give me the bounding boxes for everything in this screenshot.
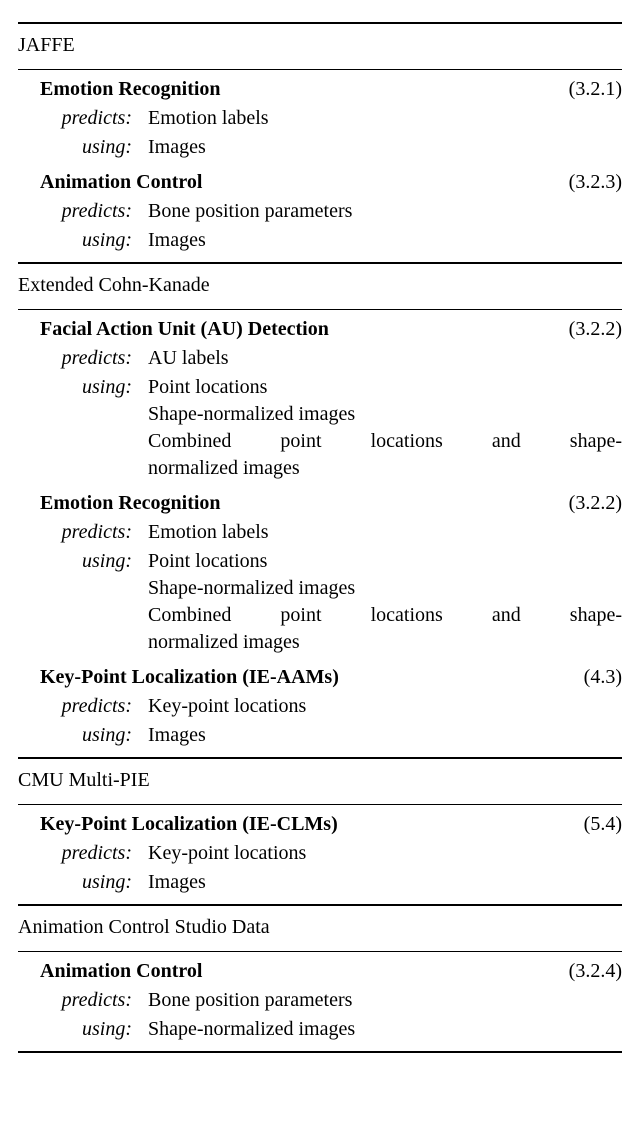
task-ref: (3.2.3) (569, 169, 622, 196)
task-header: Animation Control (3.2.3) (40, 169, 622, 196)
row-using: using: Shape-normalized images (40, 1016, 622, 1043)
label-using: using: (40, 548, 148, 575)
val-using: Images (148, 722, 622, 749)
task-ref: (4.3) (584, 664, 622, 691)
task-jaffe-anim: Animation Control (3.2.3) predicts: Bone… (18, 169, 622, 254)
label-predicts: predicts: (40, 987, 148, 1014)
rule-bottom (18, 1051, 622, 1053)
val-using-3a: Combined point locations and shape- (40, 602, 622, 629)
row-predicts: predicts: Key-point locations (40, 840, 622, 867)
rule (18, 262, 622, 264)
val-using-3b: normalized images (40, 629, 622, 656)
section-title-eck: Extended Cohn-Kanade (18, 270, 622, 303)
label-predicts: predicts: (40, 105, 148, 132)
val-using: Images (148, 227, 622, 254)
val-using-3b: normalized images (40, 455, 622, 482)
label-using: using: (40, 869, 148, 896)
row-predicts: predicts: AU labels (40, 345, 622, 372)
label-using: using: (40, 1016, 148, 1043)
task-name: Key-Point Localization (IE-CLMs) (40, 811, 338, 838)
label-predicts: predicts: (40, 519, 148, 546)
rule (18, 309, 622, 310)
val-using: Images (148, 134, 622, 161)
rule (18, 757, 622, 759)
section-title-jaffe: JAFFE (18, 30, 622, 63)
task-name: Animation Control (40, 958, 202, 985)
val-predicts: Emotion labels (148, 105, 622, 132)
val-predicts: Key-point locations (148, 693, 622, 720)
task-jaffe-emotion: Emotion Recognition (3.2.1) predicts: Em… (18, 76, 622, 161)
row-predicts: predicts: Bone position parameters (40, 987, 622, 1014)
label-predicts: predicts: (40, 840, 148, 867)
val-predicts: Bone position parameters (148, 198, 622, 225)
task-eck-emotion: Emotion Recognition (3.2.2) predicts: Em… (18, 490, 622, 656)
val-using: Shape-normalized images (148, 1016, 622, 1043)
task-header: Animation Control (3.2.4) (40, 958, 622, 985)
row-using: using: Point locations (40, 548, 622, 575)
label-predicts: predicts: (40, 693, 148, 720)
task-ref: (3.2.2) (569, 490, 622, 517)
val-using-3a: Combined point locations and shape- (40, 428, 622, 455)
task-name: Emotion Recognition (40, 76, 221, 103)
val-using: Point locations (148, 548, 622, 575)
label-predicts: predicts: (40, 198, 148, 225)
val-using-2: Shape-normalized images (40, 575, 622, 602)
rule (18, 904, 622, 906)
label-using: using: (40, 134, 148, 161)
label-predicts: predicts: (40, 345, 148, 372)
row-using: using: Images (40, 869, 622, 896)
task-ref: (3.2.2) (569, 316, 622, 343)
rule (18, 69, 622, 70)
row-using: using: Images (40, 134, 622, 161)
row-predicts: predicts: Emotion labels (40, 519, 622, 546)
task-mpie-kpt: Key-Point Localization (IE-CLMs) (5.4) p… (18, 811, 622, 896)
val-predicts: AU labels (148, 345, 622, 372)
task-ref: (5.4) (584, 811, 622, 838)
task-header: Key-Point Localization (IE-CLMs) (5.4) (40, 811, 622, 838)
task-eck-kpt: Key-Point Localization (IE-AAMs) (4.3) p… (18, 664, 622, 749)
task-acs-anim: Animation Control (3.2.4) predicts: Bone… (18, 958, 622, 1043)
val-using-2: Shape-normalized images (40, 401, 622, 428)
rule (18, 951, 622, 952)
task-ref: (3.2.4) (569, 958, 622, 985)
task-name: Key-Point Localization (IE-AAMs) (40, 664, 339, 691)
task-eck-au: Facial Action Unit (AU) Detection (3.2.2… (18, 316, 622, 482)
row-predicts: predicts: Emotion labels (40, 105, 622, 132)
row-using: using: Point locations (40, 374, 622, 401)
row-predicts: predicts: Key-point locations (40, 693, 622, 720)
task-header: Key-Point Localization (IE-AAMs) (4.3) (40, 664, 622, 691)
row-using: using: Images (40, 722, 622, 749)
rule-top (18, 22, 622, 24)
task-name: Emotion Recognition (40, 490, 221, 517)
task-name: Facial Action Unit (AU) Detection (40, 316, 329, 343)
row-using: using: Images (40, 227, 622, 254)
task-header: Emotion Recognition (3.2.1) (40, 76, 622, 103)
val-predicts: Emotion labels (148, 519, 622, 546)
row-predicts: predicts: Bone position parameters (40, 198, 622, 225)
label-using: using: (40, 374, 148, 401)
val-using: Point locations (148, 374, 622, 401)
val-using: Images (148, 869, 622, 896)
section-title-mpie: CMU Multi-PIE (18, 765, 622, 798)
val-predicts: Key-point locations (148, 840, 622, 867)
label-using: using: (40, 722, 148, 749)
task-header: Facial Action Unit (AU) Detection (3.2.2… (40, 316, 622, 343)
section-title-acs: Animation Control Studio Data (18, 912, 622, 945)
task-header: Emotion Recognition (3.2.2) (40, 490, 622, 517)
label-using: using: (40, 227, 148, 254)
rule (18, 804, 622, 805)
task-name: Animation Control (40, 169, 202, 196)
task-ref: (3.2.1) (569, 76, 622, 103)
val-predicts: Bone position parameters (148, 987, 622, 1014)
